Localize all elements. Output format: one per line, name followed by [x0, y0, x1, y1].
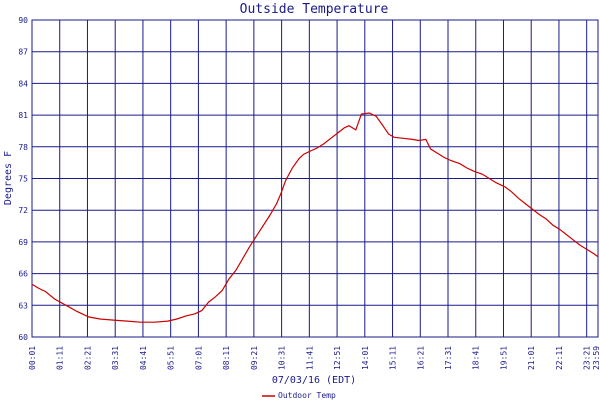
x-tick-label: 23:21 [583, 346, 592, 370]
series-layer [31, 112, 599, 323]
x-tick-label: 17:31 [444, 346, 453, 370]
y-tick-label: 84 [18, 79, 28, 88]
x-tick-label: 21:01 [527, 346, 536, 370]
x-tick-label: 07:01 [194, 346, 203, 370]
y-tick-label: 63 [18, 301, 28, 310]
plot-grid [32, 20, 598, 337]
x-tick-label: 01:11 [56, 346, 65, 370]
y-axis-title: Degrees F [3, 151, 14, 205]
x-tick-label: 15:11 [389, 346, 398, 370]
x-tick-label: 22:11 [555, 346, 564, 370]
y-tick-label: 72 [18, 206, 28, 215]
x-tick-label: 05:51 [167, 346, 176, 370]
y-tick-label: 75 [18, 175, 28, 184]
y-tick-label: 81 [18, 111, 28, 120]
y-tick-label: 66 [18, 270, 28, 279]
x-tick-label: 04:41 [139, 346, 148, 370]
x-tick-label: 08:11 [222, 346, 231, 370]
x-tick-label: 18:41 [472, 346, 481, 370]
x-tick-label: 00:01 [28, 346, 37, 370]
x-tick-label: 14:01 [361, 346, 370, 370]
x-axis-title: 07/03/16 (EDT) [272, 375, 356, 386]
x-tick-label: 16:21 [416, 346, 425, 370]
legend: Outdoor Temp [262, 391, 336, 400]
x-tick-label: 19:51 [499, 346, 508, 370]
y-tick-label: 69 [18, 238, 28, 247]
chart-title: Outside Temperature [240, 2, 389, 17]
x-axis-ticks: 00:01 01:11 02:21 03:31 04:41 05:51 07:01 08:11… [28, 346, 600, 370]
x-tick-label: 12:51 [333, 346, 342, 370]
series-line-outdoor-temp [31, 112, 599, 323]
x-tick-label: 03:31 [111, 346, 120, 370]
x-tick-label: 02:21 [83, 346, 92, 370]
y-tick-label: 90 [18, 16, 28, 25]
x-tick-label: 09:21 [250, 346, 259, 370]
y-tick-label: 60 [18, 333, 28, 342]
y-axis-ticks: 60 63 66 69 72 75 78 81 84 87 90 [18, 16, 28, 342]
plot-frame [31, 19, 599, 338]
x-tick-label: 11:41 [305, 346, 314, 370]
legend-label: Outdoor Temp [278, 391, 336, 400]
y-tick-label: 87 [18, 48, 28, 57]
x-tick-label: 10:31 [278, 346, 287, 370]
y-tick-label: 78 [18, 143, 28, 152]
x-tick-label: 23:59 [592, 346, 600, 370]
